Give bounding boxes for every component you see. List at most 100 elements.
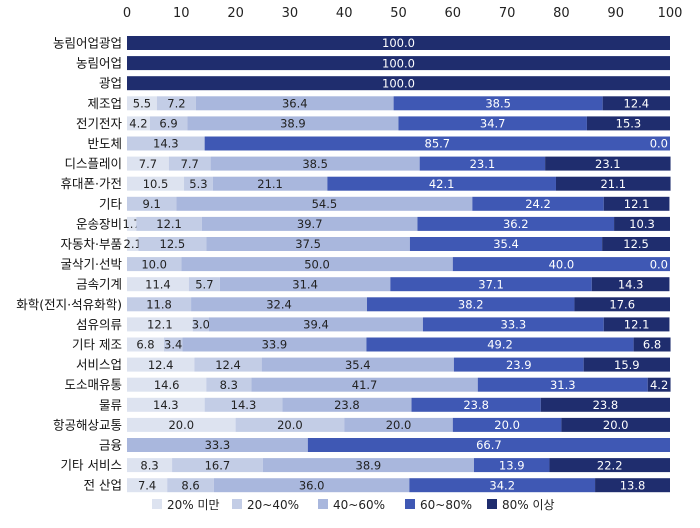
data-label: 9.1 (143, 197, 161, 211)
data-label: 1.7 (122, 217, 140, 231)
data-label: 33.9 (262, 338, 288, 352)
data-label: 38.2 (458, 298, 484, 312)
data-label: 39.4 (303, 318, 329, 332)
category-label: 금융 (99, 438, 122, 453)
bar-segment (127, 56, 670, 71)
bar-segment (201, 216, 418, 231)
data-label: 34.2 (489, 478, 515, 492)
data-label: 7.2 (167, 97, 185, 111)
data-label: 7.4 (138, 478, 156, 492)
bar-segment (282, 397, 412, 412)
data-label: 5.7 (195, 277, 213, 291)
category-label: 제조업 (87, 96, 122, 111)
category-label: 굴삭기·선박 (61, 257, 123, 272)
bar-segment (393, 96, 603, 111)
data-label: 12.5 (623, 237, 649, 251)
data-label: 13.9 (499, 458, 525, 472)
data-label: 23.8 (593, 398, 619, 412)
bar-segment (149, 116, 188, 131)
category-label: 전기전자 (76, 116, 123, 131)
category-label: 휴대폰·가전 (61, 176, 122, 191)
category-label: 반도체 (87, 136, 122, 151)
legend-label: 80% 이상 (502, 498, 555, 512)
legend-label: 20~40% (247, 498, 299, 512)
x-tick-label: 50 (390, 6, 407, 21)
bar-segment (127, 337, 164, 352)
data-label: 100.0 (382, 56, 415, 70)
data-label: 20.0 (168, 418, 194, 432)
data-label: 12.1 (624, 197, 650, 211)
bar-segment (176, 196, 473, 211)
bar-segment (191, 297, 368, 312)
x-tick-label: 0 (123, 6, 131, 21)
x-tick-label: 90 (607, 6, 624, 21)
data-label: 40.0 (549, 257, 575, 271)
data-label: 35.4 (345, 358, 371, 372)
data-label: 50.0 (304, 257, 330, 271)
data-label: 66.7 (476, 438, 502, 452)
bar-segment (127, 156, 169, 171)
data-label: 22.2 (597, 458, 623, 472)
bar-segment (127, 297, 192, 312)
bar-segment (545, 156, 671, 171)
bar-segment (127, 397, 205, 412)
bar-segment (602, 237, 670, 251)
data-label: 8.6 (181, 478, 199, 492)
bar-segment (182, 337, 367, 352)
bar-segment (163, 337, 183, 352)
data-label: 15.9 (614, 358, 640, 372)
data-label: 21.1 (257, 177, 283, 191)
bar-segment (181, 257, 453, 272)
bar-segment (452, 257, 670, 272)
bar-segment (127, 438, 308, 452)
data-label: 14.3 (618, 277, 644, 291)
bar-segment (555, 176, 671, 191)
bar-segment (127, 216, 137, 231)
bar-segment (366, 337, 634, 352)
category-label: 기타 제조 (72, 337, 122, 352)
legend-swatch (152, 499, 162, 509)
bar-segment (210, 156, 420, 171)
legend-label: 40~60% (333, 498, 385, 512)
data-label: 3.0 (192, 318, 210, 332)
bar-segment (195, 96, 394, 111)
bar-segment (127, 357, 195, 372)
bar-segment (419, 156, 546, 171)
category-label: 광업 (99, 76, 122, 91)
data-label: 38.9 (356, 458, 382, 472)
bar-segment (204, 136, 671, 151)
bar-segment (398, 116, 587, 131)
data-label: 12.1 (147, 318, 173, 332)
bar-segment (194, 357, 262, 372)
category-label: 화학(전지·석유화학) (16, 297, 122, 312)
bar-segment (452, 417, 562, 432)
bar-segment (477, 377, 648, 392)
x-axis-ticks: 0 10 20 30 40 50 60 70 80 90 100 (123, 6, 683, 21)
data-label: 5.5 (133, 97, 151, 111)
data-label: 6.9 (159, 117, 177, 131)
category-label: 섬유의류 (76, 317, 122, 332)
data-label: 4.2 (650, 378, 668, 392)
category-label: 서비스업 (76, 357, 122, 372)
data-label: 12.4 (624, 97, 650, 111)
data-label: 23.9 (506, 358, 532, 372)
bar-segment (262, 458, 474, 473)
bar-segment (167, 478, 214, 493)
data-label: 4.2 (129, 117, 147, 131)
bar-segment (549, 458, 670, 473)
bar-segment (219, 277, 391, 292)
bar-segment (127, 76, 670, 91)
bar-segment (127, 277, 189, 292)
legend-swatch (405, 499, 415, 509)
x-tick-label: 70 (499, 6, 516, 21)
bar-segment (327, 176, 556, 191)
bar-segment (235, 417, 345, 432)
data-label: 20.0 (386, 418, 412, 432)
data-label: 31.3 (550, 378, 576, 392)
bar-segment (417, 216, 615, 231)
legend-swatch (318, 499, 328, 509)
category-label: 금속기계 (76, 277, 122, 292)
data-label: 23.1 (470, 157, 496, 171)
legend-label: 60~80% (420, 498, 472, 512)
